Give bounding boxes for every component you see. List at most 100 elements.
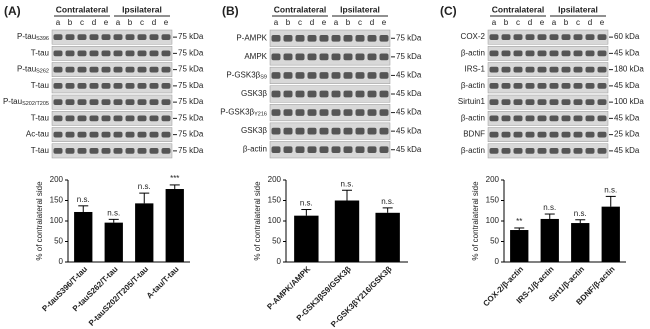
band [573,131,583,138]
band [53,131,63,138]
y-tick-label: 50 [490,237,499,246]
band [355,146,365,154]
y-tick-label: 150 [268,196,282,205]
band [597,115,607,122]
lane-label: d [588,18,592,27]
band [149,34,159,41]
band [549,50,559,57]
band [295,127,305,135]
band [561,115,571,122]
band [161,147,171,154]
band [513,34,523,41]
blot [51,29,173,45]
band [501,66,511,73]
band [585,99,595,106]
lane-label: a [492,18,497,27]
band [283,34,293,42]
band [65,131,75,138]
y-tick-label: 50 [272,237,281,246]
row-name: β-actin [461,48,485,57]
band [149,99,159,106]
band [355,34,365,42]
band [597,50,607,57]
band [597,147,607,154]
lane-label: c [80,18,84,27]
band [283,72,293,79]
size-label: 75 kDa [178,81,204,90]
band [101,115,111,122]
band [125,131,135,138]
row-label: GSK3β [241,126,267,135]
band [113,131,123,138]
y-tick-label: 150 [50,196,64,205]
bar [135,203,154,262]
band [343,34,353,42]
band [319,127,329,135]
band [549,147,559,154]
band [367,109,377,116]
y-axis-label: % of contralateral side [253,181,262,261]
band [355,53,365,61]
band [501,115,511,122]
blot [269,85,391,103]
band [113,147,123,154]
band [367,127,377,135]
annotation: ** [516,217,522,226]
blot [51,111,173,126]
band [585,50,595,57]
lane-label: b [68,18,73,27]
band [379,146,389,154]
row-name: P-tau [17,32,36,41]
band [573,50,583,57]
lane-label: b [286,18,291,27]
y-tick-label: 200 [486,175,500,184]
y-tick-label: 0 [277,257,282,266]
bar [375,212,400,262]
row-label: β-actin [461,81,485,90]
band [513,147,523,154]
row-label: P-tauS262 [17,65,49,75]
band [65,82,75,89]
band [501,82,511,89]
row-name: COX-2 [461,32,486,41]
band [343,53,353,61]
blot [51,62,173,77]
y-tick-label: 0 [59,257,64,266]
band [585,66,595,73]
size-label: 75 kDa [178,130,204,139]
band [561,82,571,89]
band [65,34,75,41]
band [65,66,75,73]
row-name: T-tau [31,113,49,122]
size-label: 25 kDa [614,130,640,139]
band [307,34,317,42]
band [513,66,523,73]
band [561,131,571,138]
row-name: Sirtuin1 [458,97,486,106]
band [137,99,147,106]
band [53,147,63,154]
y-tick-label: 200 [50,175,64,184]
annotation: n.s. [341,179,354,188]
row-label: β-actin [461,113,485,122]
size-label: 60 kDa [614,32,640,41]
band [379,127,389,135]
row-label: Sirtuin1 [458,97,486,106]
band [161,34,171,41]
band [319,109,329,116]
band [101,99,111,106]
band [113,34,123,41]
band [89,34,99,41]
band [161,131,171,138]
lane-label: d [528,18,532,27]
band [295,53,305,61]
y-tick-label: 100 [486,216,500,225]
band [537,34,547,41]
band [101,66,111,73]
y-axis-label: % of contralateral side [471,181,480,261]
band [367,53,377,61]
band [101,131,111,138]
band [379,34,389,42]
